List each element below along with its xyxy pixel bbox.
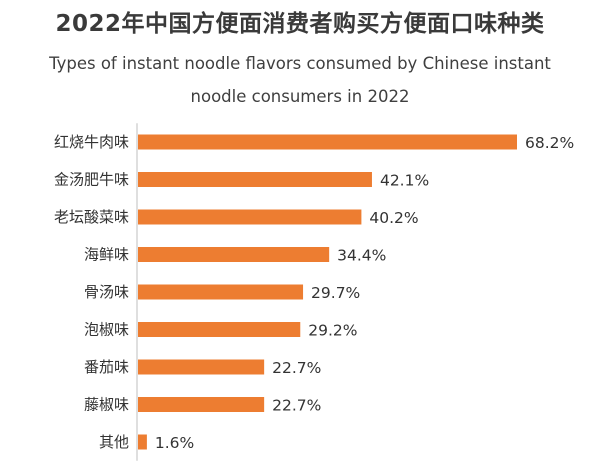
- bar: [138, 322, 301, 337]
- chart-title: 2022年中国方便面消费者购买方便面口味种类: [55, 11, 545, 37]
- category-label: 骨汤味: [84, 283, 129, 301]
- bar: [138, 284, 304, 300]
- bar: [138, 434, 147, 450]
- value-label: 29.2%: [308, 322, 357, 340]
- value-label: 40.2%: [369, 209, 418, 227]
- category-label: 其他: [99, 433, 129, 451]
- value-label: 29.7%: [311, 284, 360, 302]
- category-label: 藤椒味: [84, 396, 129, 414]
- category-label: 泡椒味: [84, 321, 129, 339]
- category-label: 红烧牛肉味: [54, 133, 129, 151]
- value-label: 42.1%: [380, 172, 429, 190]
- bar: [138, 359, 265, 375]
- chart-subtitle-line-2: noodle consumers in 2022: [190, 87, 410, 106]
- category-label: 金汤肥牛味: [54, 171, 129, 189]
- category-label: 海鲜味: [84, 246, 129, 264]
- bar: [138, 247, 330, 262]
- value-label: 34.4%: [337, 247, 386, 265]
- value-label: 22.7%: [272, 359, 321, 377]
- category-label: 番茄味: [84, 358, 129, 376]
- bar: [138, 172, 372, 187]
- bar: [138, 134, 517, 150]
- value-label: 22.7%: [272, 397, 321, 415]
- value-label: 1.6%: [155, 434, 194, 452]
- chart-subtitle-line-1: Types of instant noodle flavors consumed…: [49, 54, 551, 73]
- category-label: 老坛酸菜味: [54, 208, 129, 226]
- bar: [138, 209, 362, 225]
- value-label: 68.2%: [525, 134, 574, 152]
- bar: [138, 397, 265, 412]
- bars-group: 红烧牛肉味 68.2% 金汤肥牛味 42.1% 老坛酸菜味 40.2% 海鲜味 34.4% 骨汤…: [54, 133, 574, 452]
